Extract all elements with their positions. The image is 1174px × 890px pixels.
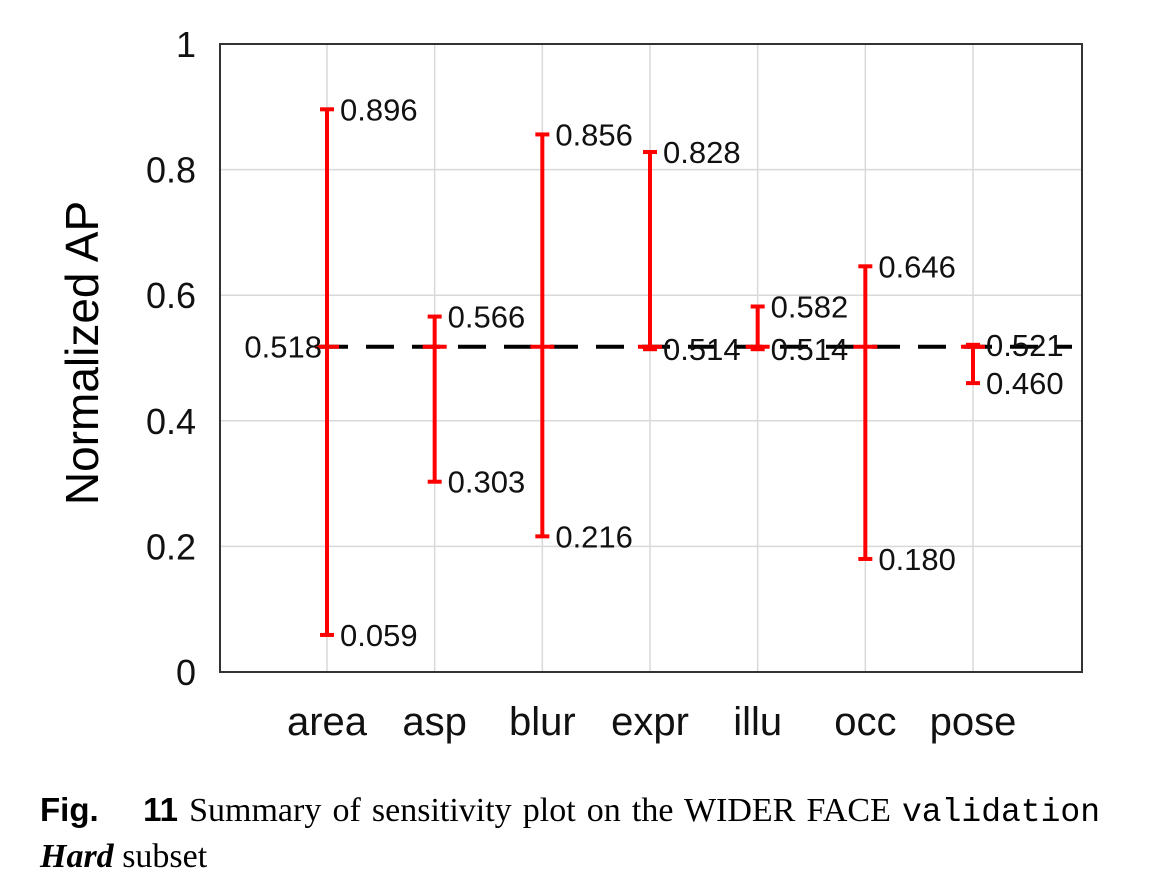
caption-italic-text: Hard: [40, 838, 114, 875]
range-asp: 0.566 0.303: [422, 300, 526, 500]
range-min-label: 0.180: [878, 542, 956, 577]
range-max-label: 0.856: [555, 117, 633, 152]
y-tick-label: 0.6: [146, 275, 196, 316]
range-min-label: 0.514: [771, 332, 849, 367]
x-category-label: illu: [733, 700, 782, 744]
figure-caption: Fig. 11 Summary of sensitivity plot on t…: [40, 788, 1100, 879]
caption-mono-text: validation: [901, 794, 1101, 831]
y-axis-ticks: 0 0.2 0.4 0.6 0.8 1: [146, 24, 196, 693]
range-max-label: 0.566: [448, 300, 526, 335]
range-max-label: 0.828: [663, 135, 741, 170]
caption-fig-number: 11: [143, 791, 178, 828]
range-max-label: 0.896: [340, 92, 418, 127]
y-tick-label: 1: [176, 24, 196, 65]
y-tick-label: 0.8: [146, 150, 196, 191]
range-max-label: 0.582: [771, 290, 849, 325]
range-min-label: 0.514: [663, 332, 741, 367]
caption-fig-label: Fig.: [40, 791, 99, 828]
x-category-label: expr: [611, 700, 689, 744]
x-category-label: asp: [402, 700, 467, 744]
x-category-label: blur: [509, 700, 576, 744]
range-max-label: 0.521: [986, 328, 1064, 363]
range-expr: 0.828 0.514: [638, 135, 741, 367]
range-blur: 0.856 0.216: [530, 117, 633, 554]
x-category-label: area: [287, 700, 368, 744]
range-occ: 0.646 0.180: [853, 249, 956, 577]
range-markers: 0.896 0.059 0.566 0.303 0.856 0.216 0.828 0.514…: [315, 92, 1064, 653]
range-max-label: 0.646: [878, 249, 956, 284]
range-min-label: 0.460: [986, 366, 1064, 401]
sensitivity-chart: 0 0.2 0.4 0.6 0.8 1 area asp blur expr illu occ pos…: [56, 24, 1083, 744]
caption-text: Summary of sensitivity plot on the WIDER…: [189, 792, 891, 829]
y-tick-label: 0.2: [146, 526, 196, 567]
range-min-label: 0.059: [340, 618, 418, 653]
x-axis-categories: area asp blur expr illu occ pose: [287, 700, 1016, 744]
x-category-label: pose: [930, 700, 1017, 744]
range-min-label: 0.216: [555, 519, 633, 554]
y-axis-label: Normalized AP: [56, 201, 108, 505]
range-illu: 0.582 0.514: [745, 290, 849, 367]
plot-frame: [219, 43, 1083, 673]
baseline-value-label: 0.518: [244, 330, 322, 365]
range-area: 0.896 0.059: [315, 92, 418, 653]
y-tick-label: 0: [176, 652, 196, 693]
range-min-label: 0.303: [448, 465, 526, 500]
x-category-label: occ: [834, 700, 896, 744]
caption-text-end: subset: [122, 838, 208, 875]
y-tick-label: 0.4: [146, 401, 196, 442]
grid-lines: [220, 44, 1082, 672]
